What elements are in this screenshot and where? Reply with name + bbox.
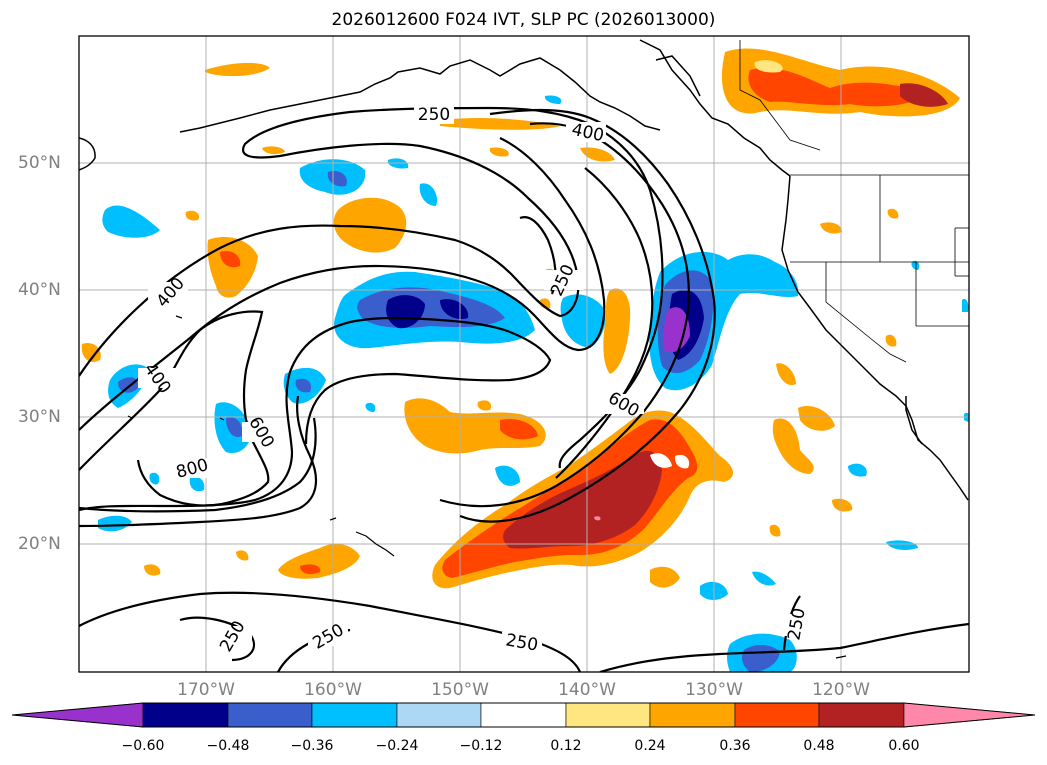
- colorbar-tick: −0.24: [375, 738, 419, 754]
- colorbar-tick: −0.48: [206, 738, 250, 754]
- slp-contours: [79, 106, 969, 672]
- colorbar-bin: [649, 702, 736, 728]
- lon-label-160w: 160°W: [304, 680, 362, 700]
- colorbar-bin: [734, 702, 820, 728]
- contour-big-east: [459, 108, 716, 523]
- contour-600-east: [555, 167, 654, 479]
- lat-label-30n: 30°N: [18, 407, 61, 427]
- lon-label-170w: 170°W: [177, 680, 235, 700]
- colorbar-tick: 0.48: [803, 738, 835, 754]
- lat-label-40n: 40°N: [18, 280, 61, 300]
- colorbar-max-extension: [903, 702, 1036, 728]
- contour-600: [79, 417, 317, 513]
- contour-label: 250: [784, 606, 809, 641]
- colorbar-tick: 0.24: [634, 738, 666, 754]
- colorbar-bin: [227, 702, 313, 728]
- lon-label-140w: 140°W: [558, 680, 616, 700]
- lon-label-130w: 130°W: [685, 680, 743, 700]
- contour-250-outer: [79, 106, 664, 469]
- coastlines: [79, 39, 969, 501]
- graticule: [79, 36, 969, 672]
- lat-label-50n: 50°N: [18, 153, 61, 173]
- colorbar: [11, 702, 1036, 728]
- colorbar-bin: [565, 702, 651, 728]
- borders: [739, 40, 969, 363]
- contour-outer-2: [79, 395, 317, 528]
- contour-label: 250: [418, 105, 450, 125]
- colorbar-tick: 0.60: [888, 738, 920, 754]
- contour-label: 250: [309, 620, 347, 654]
- colorbar-min-extension: [11, 702, 144, 728]
- colorbar-tick: −0.12: [459, 738, 503, 754]
- lat-label-20n: 20°N: [18, 534, 61, 554]
- lon-label-120w: 120°W: [812, 680, 870, 700]
- colorbar-tick: 0.12: [550, 738, 582, 754]
- colorbar-bin: [142, 702, 229, 728]
- colorbar-bin: [311, 702, 398, 728]
- lon-label-150w: 150°W: [431, 680, 489, 700]
- ivt-shading: [81, 48, 969, 672]
- colorbar-bin: [818, 702, 905, 728]
- colorbar-tick: −0.36: [290, 738, 334, 754]
- colorbar-tick: −0.60: [121, 738, 165, 754]
- colorbar-tick: 0.36: [719, 738, 751, 754]
- colorbar-bin: [480, 702, 567, 728]
- colorbar-bin: [396, 702, 482, 728]
- contour-outer-loop: [79, 316, 552, 512]
- islands: [127, 315, 847, 659]
- contour-label: 400: [153, 274, 189, 312]
- map-frame: [78, 35, 970, 673]
- map-title: 2026012600 F024 IVT, SLP PC (2026013000): [331, 10, 716, 30]
